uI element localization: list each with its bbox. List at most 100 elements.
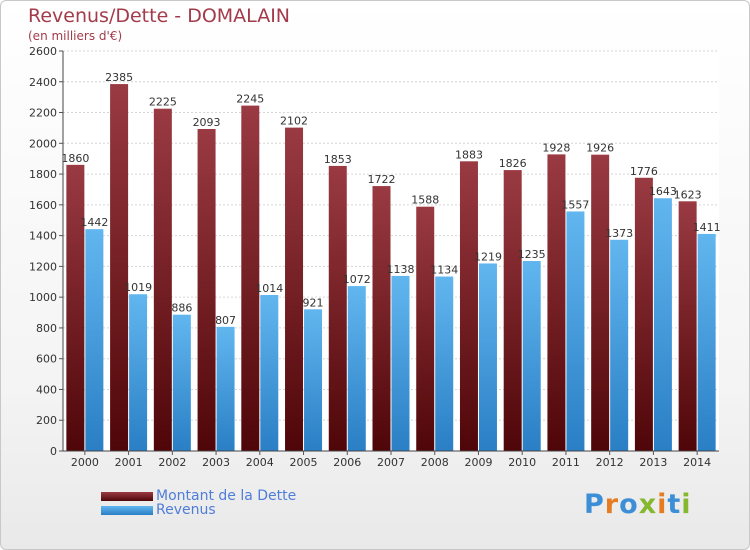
bar-debt [591,154,610,451]
x-tick-label: 2005 [290,456,318,469]
x-tick-label: 2004 [246,456,274,469]
x-tick-label: 2012 [596,456,624,469]
data-label-revenus: 1557 [561,198,589,211]
chart-title: Revenus/Dette - DOMALAIN [28,5,291,27]
data-label-debt: 1928 [542,141,570,154]
data-label-debt: 1588 [411,194,439,207]
y-tick-label: 200 [36,414,57,427]
bar-debt [285,127,304,451]
legend-label-revenus: Revenus [156,502,216,518]
bar-debt [547,154,566,451]
data-label-debt: 1826 [499,157,527,170]
x-tick-label: 2010 [508,456,536,469]
y-tick-label: 0 [50,445,57,458]
legend-swatch-revenus [101,505,153,515]
y-tick-label: 2600 [29,45,57,58]
data-label-debt: 1860 [61,152,89,165]
legend-item-debt: Montant de la Dette [101,488,296,504]
bar-debt [678,201,697,451]
x-tick-label: 2007 [377,456,405,469]
data-label-debt: 1883 [455,148,483,161]
x-tick-label: 2003 [202,456,230,469]
bar-revenus [697,233,716,451]
data-label-debt: 1776 [630,165,658,178]
logo-letter: o [619,489,639,520]
data-label-debt: 1623 [674,188,702,201]
legend-label-debt: Montant de la Dette [156,488,297,504]
bar-revenus [435,276,454,451]
logo-letter: P [584,489,605,520]
x-tick-label: 2001 [115,456,143,469]
data-label-revenus: 1442 [80,216,108,229]
y-tick-label: 600 [36,353,57,366]
y-tick-label: 1400 [29,230,57,243]
y-tick-label: 1600 [29,199,57,212]
bar-debt [634,177,653,451]
bar-revenus [216,326,235,451]
x-tick-label: 2014 [683,456,711,469]
bar-revenus [260,295,279,451]
logo-letter: i [681,489,692,520]
bar-debt [459,161,478,452]
legend-swatch-debt [101,491,153,501]
data-label-debt: 2245 [236,93,264,106]
y-tick-label: 1800 [29,168,57,181]
data-label-revenus: 1411 [693,221,721,234]
bar-revenus [85,229,104,451]
logo-letter: i [657,489,668,520]
bar-debt [153,108,172,451]
bar-revenus [610,239,629,451]
bar-revenus [478,263,497,451]
bar-debt [110,84,129,452]
data-label-revenus: 921 [303,296,324,309]
bar-debt [372,186,391,452]
bar-revenus [129,294,148,451]
data-label-debt: 1853 [324,153,352,166]
x-tick-label: 2013 [639,456,667,469]
data-label-debt: 2385 [105,71,133,84]
data-label-revenus: 1014 [255,282,283,295]
data-label-debt: 1722 [368,173,396,186]
logo-letter: t [667,489,682,520]
x-tick-label: 2002 [158,456,186,469]
data-label-revenus: 1134 [430,264,458,277]
y-tick-label: 2000 [29,137,57,150]
data-label-revenus: 1072 [343,273,371,286]
bar-revenus [304,309,323,451]
bar-debt [66,164,85,451]
data-label-revenus: 1219 [474,250,502,263]
data-label-revenus: 1235 [518,248,546,261]
data-label-debt: 2225 [149,96,177,109]
y-tick-label: 800 [36,322,57,335]
bar-debt [503,170,522,452]
data-label-revenus: 1643 [649,185,677,198]
bar-debt [197,129,216,451]
data-label-debt: 1926 [586,142,614,155]
bar-debt [416,206,435,451]
data-label-debt: 2093 [193,116,221,129]
y-tick-label: 2400 [29,76,57,89]
plot-area [63,51,719,451]
data-label-revenus: 1138 [387,263,415,276]
bar-debt [328,165,347,451]
bar-revenus [653,198,672,451]
data-label-revenus: 886 [171,302,192,315]
logo-letter: r [604,489,620,520]
chart-subtitle: (en milliers d'€) [28,29,123,43]
proxiti-logo: Proxiti [584,489,692,520]
y-tick-label: 1000 [29,291,57,304]
y-tick-label: 400 [36,383,57,396]
y-tick-label: 2200 [29,107,57,120]
bar-revenus [172,314,191,451]
x-tick-label: 2009 [464,456,492,469]
bar-revenus [347,286,366,451]
bar-debt [241,105,260,451]
data-label-revenus: 1373 [605,227,633,240]
legend-item-revenus: Revenus [101,502,216,518]
data-label-revenus: 1019 [124,281,152,294]
x-tick-label: 2006 [333,456,361,469]
y-tick-label: 1200 [29,260,57,273]
data-label-revenus: 807 [215,314,236,327]
